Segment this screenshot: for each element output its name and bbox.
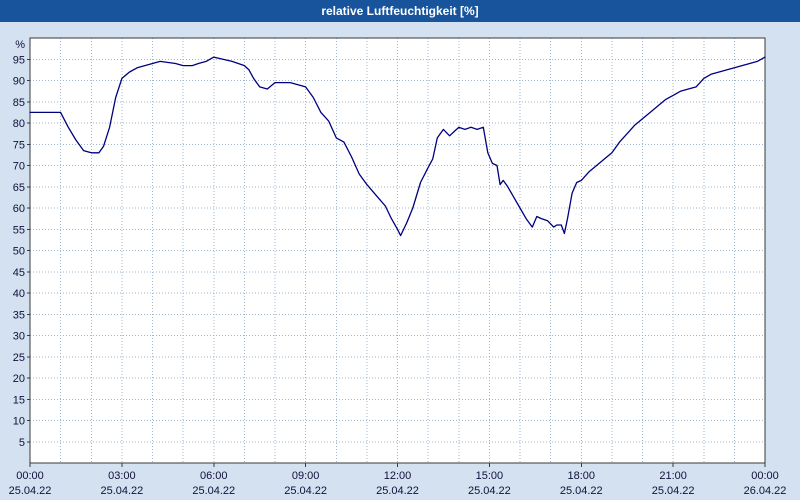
x-tick-time-label: 12:00 — [384, 470, 412, 482]
y-tick-label: 30 — [13, 331, 25, 343]
x-tick-time-label: 09:00 — [292, 470, 320, 482]
x-tick-time-label: 03:00 — [108, 470, 136, 482]
x-tick-date-label: 25.04.22 — [468, 485, 511, 497]
y-tick-label: 45 — [13, 267, 25, 279]
x-tick-date-label: 25.04.22 — [376, 485, 419, 497]
window-title: relative Luftfeuchtigkeit [%] — [321, 4, 479, 18]
x-tick-date-label: 25.04.22 — [100, 485, 143, 497]
y-tick-label: 25 — [13, 352, 25, 364]
y-tick-label: 85 — [13, 97, 25, 109]
x-tick-time-label: 00:00 — [751, 470, 779, 482]
chart-area: 5 10 15 20 25 30 35 40 45 50 55 60 65 70 75 80 85 90 95% 00… — [0, 22, 800, 500]
x-tick-time-label: 18:00 — [567, 470, 595, 482]
humidity-line-chart: 5 10 15 20 25 30 35 40 45 50 55 60 65 70 75 80 85 90 95% 00… — [9, 37, 787, 497]
x-tick-time-label: 06:00 — [200, 470, 228, 482]
x-tick-date-label: 25.04.22 — [652, 485, 695, 497]
y-tick-label: 55 — [13, 224, 25, 236]
y-tick-label: 75 — [13, 139, 25, 151]
x-tick-time-label: 21:00 — [659, 470, 687, 482]
x-tick-date-label: 25.04.22 — [192, 485, 235, 497]
y-tick-label: 90 — [13, 76, 25, 88]
y-tick-label: 65 — [13, 182, 25, 194]
y-tick-label: 95 — [13, 54, 25, 66]
x-tick-date-label: 25.04.22 — [284, 485, 327, 497]
y-tick-label: 35 — [13, 309, 25, 321]
x-tick-date-label: 25.04.22 — [560, 485, 603, 497]
y-tick-label: 15 — [13, 394, 25, 406]
y-axis-unit-label: % — [15, 39, 25, 51]
y-tick-label: 40 — [13, 288, 25, 300]
y-tick-label: 10 — [13, 416, 25, 428]
x-tick-time-label: 15:00 — [476, 470, 504, 482]
y-tick-label: 60 — [13, 203, 25, 215]
humidity-series-line — [29, 56, 766, 237]
title-bar: relative Luftfeuchtigkeit [%] — [0, 0, 800, 22]
y-tick-label: 80 — [13, 118, 25, 130]
x-tick-date-label: 26.04.22 — [744, 485, 787, 497]
y-tick-label: 50 — [13, 246, 25, 258]
y-tick-label: 70 — [13, 161, 25, 173]
y-tick-label: 5 — [19, 437, 25, 449]
x-tick-time-label: 00:00 — [16, 470, 44, 482]
x-tick-date-label: 25.04.22 — [9, 485, 52, 497]
y-tick-label: 20 — [13, 373, 25, 385]
